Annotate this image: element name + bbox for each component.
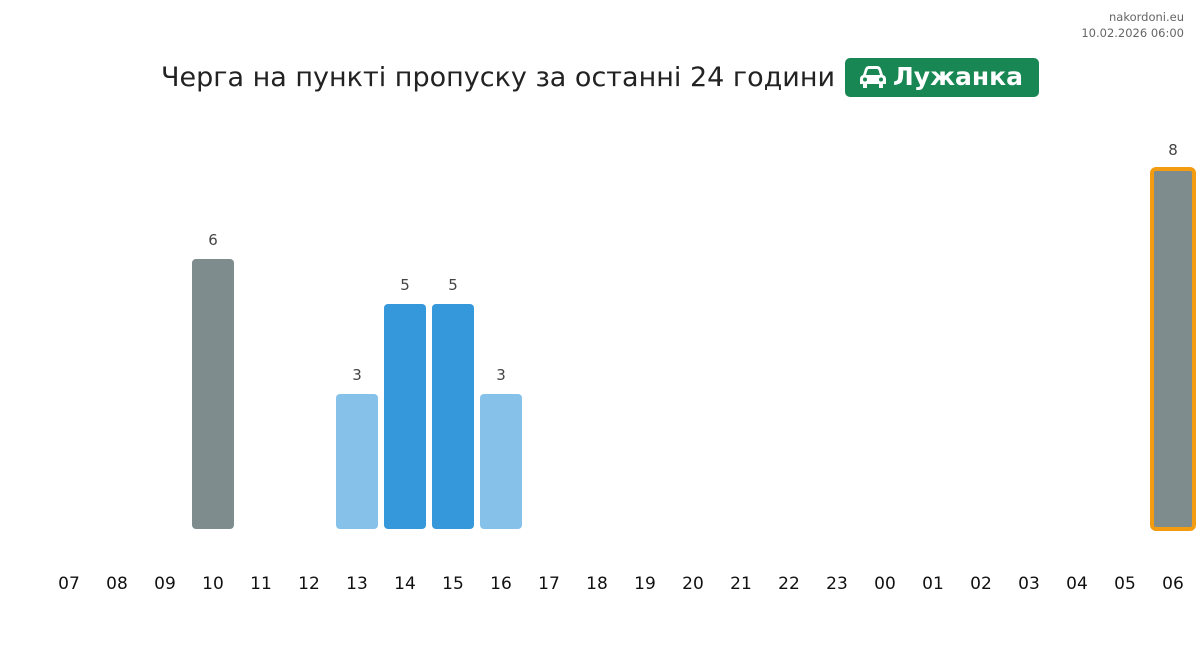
x-tick-label: 16 <box>490 574 512 594</box>
x-tick-label: 00 <box>874 574 896 594</box>
x-tick-label: 03 <box>1018 574 1040 594</box>
x-tick-label: 15 <box>442 574 464 594</box>
x-tick-label: 19 <box>634 574 656 594</box>
x-tick-label: 09 <box>154 574 176 594</box>
bar-value-label: 3 <box>496 366 506 384</box>
x-tick-label: 22 <box>778 574 800 594</box>
bar-value-label: 3 <box>352 366 362 384</box>
checkpoint-name: Лужанка <box>893 62 1023 91</box>
x-tick-label: 18 <box>586 574 608 594</box>
x-tick-label: 02 <box>970 574 992 594</box>
x-tick-label: 23 <box>826 574 848 594</box>
site-info: nakordoni.eu 10.02.2026 06:00 <box>1081 9 1184 41</box>
car-icon <box>860 65 887 88</box>
bar-value-label: 5 <box>448 276 458 294</box>
x-tick-label: 13 <box>346 574 368 594</box>
x-tick-label: 07 <box>58 574 80 594</box>
bar-value-label: 8 <box>1168 141 1178 159</box>
bar-value-label: 6 <box>208 231 218 249</box>
bar-15 <box>432 304 474 529</box>
timestamp: 10.02.2026 06:00 <box>1081 26 1184 40</box>
x-tick-label: 04 <box>1066 574 1088 594</box>
bar-16 <box>480 394 522 529</box>
x-tick-label: 05 <box>1114 574 1136 594</box>
x-tick-label: 17 <box>538 574 560 594</box>
x-tick-label: 21 <box>730 574 752 594</box>
chart-title: Черга на пункті пропуску за останні 24 г… <box>161 62 836 93</box>
chart-header: Черга на пункті пропуску за останні 24 г… <box>0 58 1200 97</box>
x-tick-label: 12 <box>298 574 320 594</box>
x-tick-label: 01 <box>922 574 944 594</box>
bar-14 <box>384 304 426 529</box>
x-tick-label: 08 <box>106 574 128 594</box>
x-tick-label: 14 <box>394 574 416 594</box>
checkpoint-badge: Лужанка <box>845 58 1039 97</box>
bar-10 <box>192 259 234 529</box>
x-tick-label: 20 <box>682 574 704 594</box>
site-name: nakordoni.eu <box>1109 10 1184 24</box>
x-tick-label: 10 <box>202 574 224 594</box>
x-tick-label: 06 <box>1162 574 1184 594</box>
x-tick-label: 11 <box>250 574 272 594</box>
bar-06 <box>1150 167 1196 531</box>
bar-value-label: 5 <box>400 276 410 294</box>
bar-13 <box>336 394 378 529</box>
